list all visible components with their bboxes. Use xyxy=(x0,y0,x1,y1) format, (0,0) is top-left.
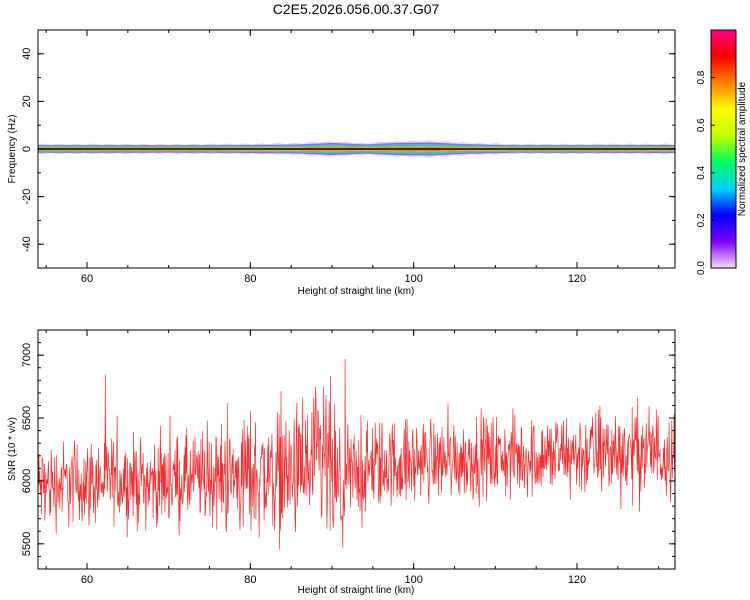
figure-title: C2E5.2026.056.00.37.G07 xyxy=(273,1,440,17)
spectrogram-y-axis-label: Frequency (Hz) xyxy=(7,115,18,184)
spectrogram-x-axis-label: Height of straight line (km) xyxy=(298,286,415,297)
spectrogram-y-tick-label: 0 xyxy=(21,146,33,152)
spectrogram-x-tick-label: 100 xyxy=(404,273,422,285)
spectrogram-x-tick-label: 120 xyxy=(568,273,586,285)
colorbar-ticks: 0.0 0.2 0.4 0.6 0.8 xyxy=(696,70,715,275)
colorbar: 0.0 0.2 0.4 0.6 0.8 Normalized spectral ampl… xyxy=(696,29,748,275)
spectrogram-x-tick-label: 60 xyxy=(81,273,93,285)
snr-y-tick-label: 6500 xyxy=(21,406,33,430)
snr-y-tick-label: 6000 xyxy=(21,469,33,493)
snr-y-tick-label: 7000 xyxy=(21,343,33,367)
snr-panel: 60 80 100 120 5500 6000 6500 7000 Height of st… xyxy=(7,329,676,596)
snr-x-axis-label: Height of straight line (km) xyxy=(298,585,415,596)
colorbar-tick-label: 0.6 xyxy=(696,118,707,132)
snr-x-ticks: 60 80 100 120 xyxy=(45,330,660,586)
snr-y-axis-label: SNR (10 * v/v) xyxy=(7,417,18,481)
snr-x-tick-label: 120 xyxy=(568,574,586,586)
colorbar-label: Normalized spectral amplitude xyxy=(737,81,748,216)
spectrogram-panel: 60 80 100 120 -40 -20 0 20 40 Height of straigh… xyxy=(7,29,676,297)
spectrogram-x-ticks: 60 80 100 120 xyxy=(45,30,660,285)
spectrogram-y-tick-label: 20 xyxy=(21,95,33,107)
snr-x-tick-label: 100 xyxy=(404,574,422,586)
colorbar-tick-label: 0.8 xyxy=(696,70,707,84)
snr-x-tick-label: 80 xyxy=(244,574,256,586)
colorbar-scale xyxy=(710,29,737,269)
snr-y-ticks: 5500 6000 6500 7000 xyxy=(21,329,675,570)
spectrogram-y-tick-label: -20 xyxy=(21,189,33,205)
spectrogram-y-tick-label: -40 xyxy=(21,236,33,252)
spectrogram-y-tick-label: 40 xyxy=(21,48,33,60)
colorbar-tick-label: 0.0 xyxy=(696,261,707,275)
snr-series-line xyxy=(38,358,675,550)
colorbar-tick-label: 0.4 xyxy=(696,165,707,179)
snr-plot-frame xyxy=(37,329,676,570)
colorbar-tick-label: 0.2 xyxy=(696,213,707,227)
snr-x-tick-label: 60 xyxy=(81,574,93,586)
spectral-band xyxy=(38,140,675,158)
spectrogram-y-ticks: -40 -20 0 20 40 xyxy=(21,29,675,269)
spectrogram-x-tick-label: 80 xyxy=(244,273,256,285)
snr-y-tick-label: 5500 xyxy=(21,532,33,556)
